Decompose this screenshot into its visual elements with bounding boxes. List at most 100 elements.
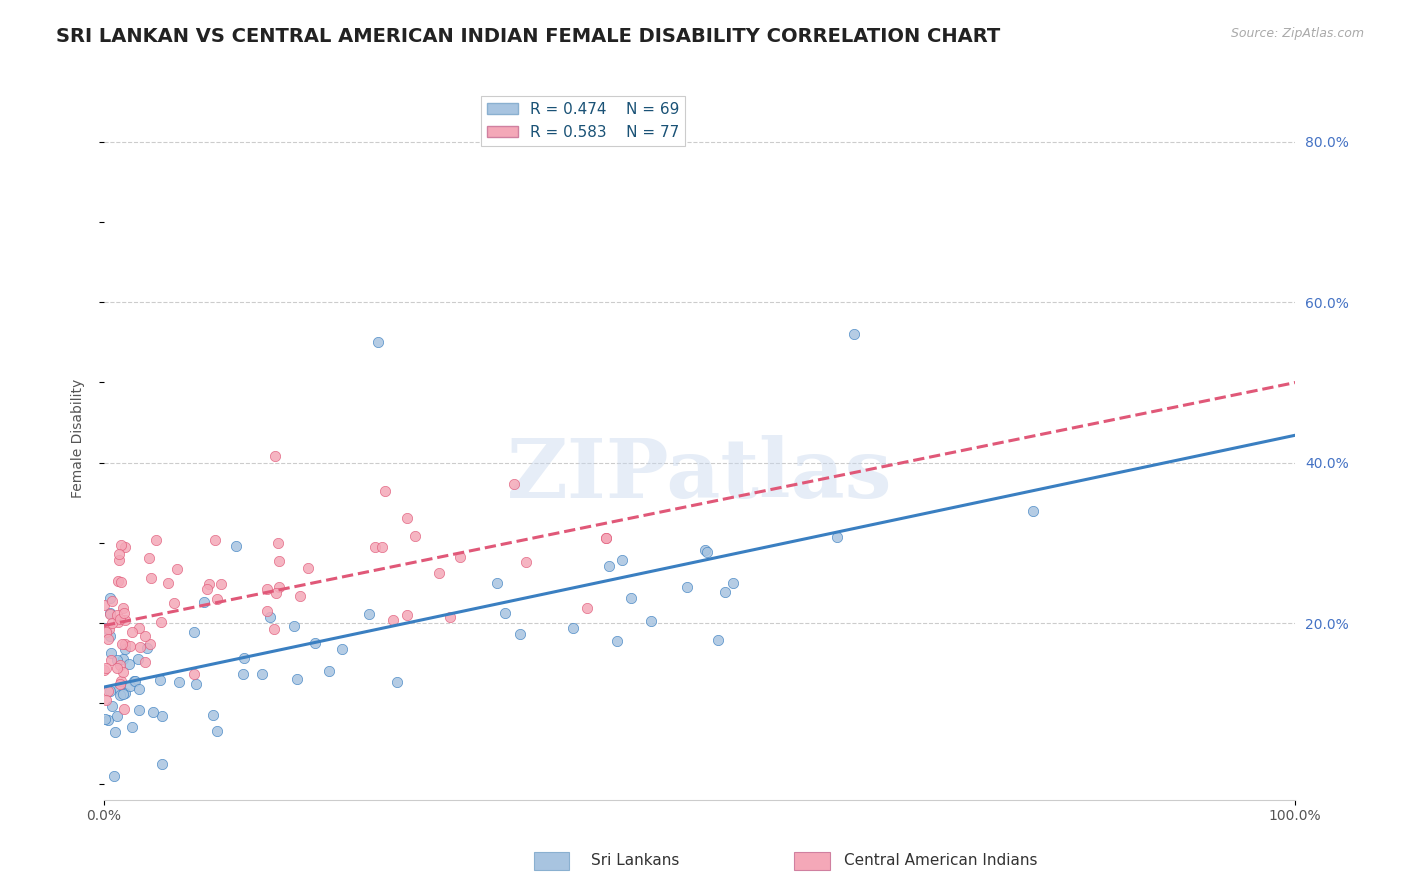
Point — [105, 653, 128, 667]
Point — [706, 632, 728, 647]
Point — [128, 703, 150, 717]
Point — [108, 547, 131, 561]
Point — [232, 667, 254, 681]
Point — [134, 629, 156, 643]
Point — [110, 538, 132, 552]
Point — [288, 589, 311, 603]
Point — [108, 658, 131, 673]
Point — [285, 673, 308, 687]
Point — [204, 533, 226, 547]
Point — [105, 661, 128, 675]
Point — [112, 606, 135, 620]
Point — [108, 612, 131, 626]
Point — [381, 613, 404, 627]
Point — [120, 639, 142, 653]
Point — [267, 554, 290, 568]
Point — [139, 571, 162, 585]
Point — [162, 596, 184, 610]
Point — [371, 540, 394, 554]
Point — [266, 586, 288, 600]
Point — [94, 661, 117, 675]
Point — [318, 664, 340, 678]
Point — [120, 679, 142, 693]
Point — [330, 641, 353, 656]
Point — [114, 641, 136, 656]
Y-axis label: Female Disability: Female Disability — [72, 379, 86, 499]
Point — [150, 709, 173, 723]
Point — [502, 477, 524, 491]
Point — [111, 637, 134, 651]
Point — [449, 550, 471, 565]
Point — [364, 540, 387, 554]
Point — [129, 640, 152, 655]
Point — [373, 483, 395, 498]
Point — [225, 540, 247, 554]
Point — [367, 335, 389, 350]
Point — [98, 607, 121, 622]
Text: Central American Indians: Central American Indians — [844, 854, 1038, 868]
Text: SRI LANKAN VS CENTRAL AMERICAN INDIAN FEMALE DISABILITY CORRELATION CHART: SRI LANKAN VS CENTRAL AMERICAN INDIAN FE… — [56, 27, 1001, 45]
Point — [693, 543, 716, 558]
Point — [111, 665, 134, 679]
Point — [101, 594, 124, 608]
Point — [156, 576, 179, 591]
Point — [122, 674, 145, 689]
Point — [138, 550, 160, 565]
Point — [193, 595, 215, 609]
Point — [104, 724, 127, 739]
Point — [149, 615, 172, 629]
Point — [562, 621, 585, 635]
Point — [124, 673, 146, 688]
Point — [114, 540, 136, 554]
Point — [134, 655, 156, 669]
Point — [595, 531, 617, 545]
Point — [509, 627, 531, 641]
Point — [100, 646, 122, 660]
Point — [110, 677, 132, 691]
Point — [97, 683, 120, 698]
Point — [136, 640, 159, 655]
Point — [107, 574, 129, 588]
Point — [139, 637, 162, 651]
Point — [93, 664, 115, 678]
Point — [96, 692, 118, 706]
Point — [263, 622, 285, 636]
Point — [515, 555, 537, 569]
Point — [595, 531, 617, 545]
Point — [1022, 504, 1045, 518]
Text: ZIPatlas: ZIPatlas — [506, 434, 893, 515]
Point — [304, 636, 326, 650]
Point — [404, 529, 426, 543]
Point — [121, 624, 143, 639]
Point — [118, 657, 141, 672]
Point — [269, 580, 291, 594]
Point — [357, 607, 380, 621]
Point — [98, 629, 121, 643]
Point — [267, 536, 290, 550]
Point — [111, 600, 134, 615]
Point — [620, 591, 643, 605]
Point — [112, 702, 135, 716]
Point — [100, 699, 122, 714]
Point — [98, 591, 121, 605]
Point — [209, 577, 232, 591]
Point — [486, 575, 509, 590]
Point — [396, 607, 419, 622]
Point — [195, 582, 218, 596]
Point — [100, 616, 122, 631]
Point — [114, 613, 136, 627]
Point — [114, 637, 136, 651]
Point — [232, 650, 254, 665]
Point — [128, 682, 150, 697]
Point — [439, 609, 461, 624]
Point — [149, 673, 172, 688]
Point — [108, 682, 131, 697]
Point — [396, 511, 419, 525]
Point — [202, 707, 225, 722]
Point — [97, 713, 120, 727]
Point — [606, 633, 628, 648]
Point — [259, 610, 281, 624]
Point — [94, 625, 117, 640]
Point — [183, 667, 205, 681]
Point — [105, 709, 128, 723]
